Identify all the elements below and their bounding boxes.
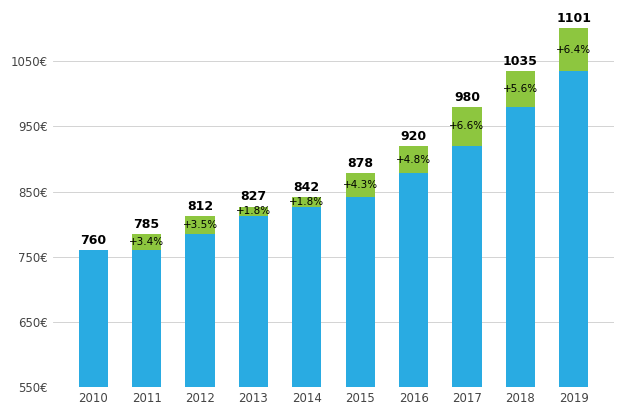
Bar [79,250,108,416]
Text: 842: 842 [294,181,320,193]
Bar [559,71,588,416]
Text: 980: 980 [454,91,480,104]
Bar [239,207,268,216]
Bar [132,250,161,416]
Bar [132,234,161,250]
Text: +3.5%: +3.5% [182,220,218,230]
Bar [506,107,535,416]
Bar [292,197,321,207]
Bar [452,107,482,146]
Text: 878: 878 [347,157,373,170]
Text: 812: 812 [187,200,213,213]
Bar [399,146,428,173]
Bar [559,28,588,71]
Bar [452,146,482,416]
Text: 920: 920 [401,130,427,143]
Text: 1035: 1035 [503,55,538,68]
Text: +4.8%: +4.8% [396,155,431,165]
Text: +4.3%: +4.3% [342,180,377,190]
Bar [346,173,375,197]
Bar [186,216,215,234]
Text: +1.8%: +1.8% [289,197,324,207]
Text: 785: 785 [134,218,160,231]
Text: +3.4%: +3.4% [129,237,164,247]
Bar [399,173,428,416]
Text: 760: 760 [80,234,106,247]
Text: 1101: 1101 [556,12,591,25]
Bar [346,197,375,416]
Text: 827: 827 [241,191,266,203]
Bar [506,71,535,107]
Text: +1.8%: +1.8% [236,206,271,216]
Bar [239,216,268,416]
Bar [186,234,215,416]
Text: +6.4%: +6.4% [556,45,591,54]
Text: +6.6%: +6.6% [449,121,484,131]
Text: +5.6%: +5.6% [503,84,538,94]
Bar [292,207,321,416]
